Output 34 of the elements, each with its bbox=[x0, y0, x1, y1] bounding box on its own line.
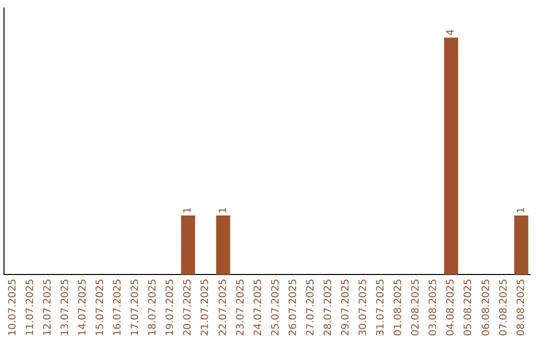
x-tick-label: 19.07.2025 bbox=[165, 278, 176, 336]
x-tick-label: 03.08.2025 bbox=[428, 278, 440, 336]
x-tick-label: 31.07.2025 bbox=[376, 278, 387, 336]
x-tick-label: 27.07.2025 bbox=[305, 278, 316, 336]
x-tick-label: 20.07.2025 bbox=[182, 278, 194, 336]
x-tick-label: 06.08.2025 bbox=[480, 278, 492, 336]
data-label: 4 bbox=[446, 29, 457, 36]
x-tick-label: 13.07.2025 bbox=[60, 278, 71, 336]
data-label: 1 bbox=[182, 207, 194, 214]
x-tick-label: 16.07.2025 bbox=[112, 278, 124, 336]
x-tick-label: 21.07.2025 bbox=[200, 278, 212, 336]
data-label: 1 bbox=[516, 207, 527, 214]
x-tick-label: 25.07.2025 bbox=[270, 278, 282, 336]
x-tick-label: 17.07.2025 bbox=[130, 278, 142, 336]
x-tick-label: 01.08.2025 bbox=[393, 278, 404, 336]
x-tick-label: 14.07.2025 bbox=[77, 278, 88, 336]
x-tick-label: 08.08.2025 bbox=[516, 278, 527, 336]
x-tick-label: 22.07.2025 bbox=[218, 278, 229, 336]
x-tick-label: 30.07.2025 bbox=[358, 278, 370, 336]
x-tick-label: 10.07.2025 bbox=[7, 278, 18, 336]
x-tick-label: 26.07.2025 bbox=[288, 278, 299, 336]
x-tick-label: 07.08.2025 bbox=[498, 278, 510, 336]
x-tick-label: 24.07.2025 bbox=[252, 278, 264, 336]
x-tick-label: 29.07.2025 bbox=[340, 278, 352, 336]
x-tick-label: 04.08.2025 bbox=[446, 278, 457, 336]
data-label: 1 bbox=[218, 207, 229, 214]
x-tick-label: 18.07.2025 bbox=[148, 278, 159, 336]
x-tick-label: 28.07.2025 bbox=[322, 278, 334, 336]
x-tick-label: 23.07.2025 bbox=[235, 278, 246, 336]
x-tick-label: 11.07.2025 bbox=[24, 278, 36, 336]
x-tick-label: 02.08.2025 bbox=[410, 278, 422, 336]
x-tick-label: 15.07.2025 bbox=[95, 278, 106, 336]
x-tick-label: 12.07.2025 bbox=[42, 278, 54, 336]
x-tick-label: 05.08.2025 bbox=[463, 278, 474, 336]
